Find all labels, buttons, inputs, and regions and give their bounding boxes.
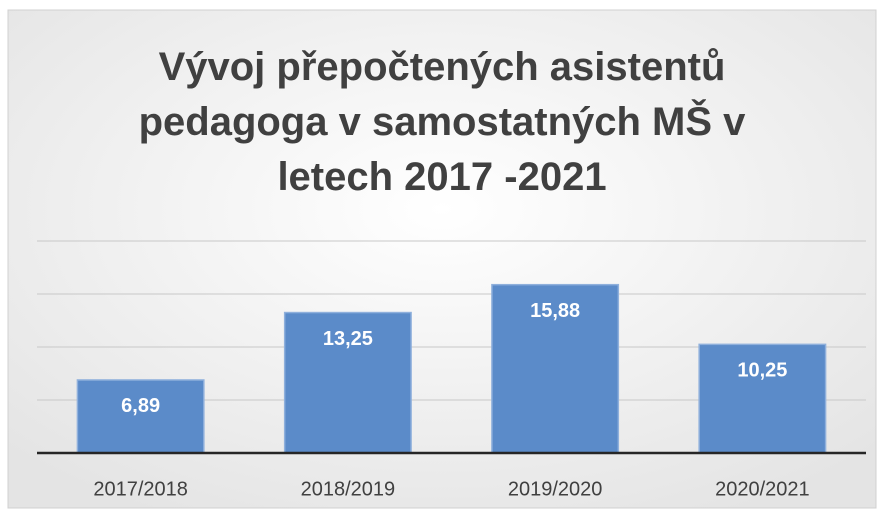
data-label: 6,89 — [121, 395, 160, 417]
x-tick-label: 2019/2020 — [508, 478, 603, 500]
x-tick-label: 2020/2021 — [715, 478, 810, 500]
data-label: 13,25 — [323, 328, 373, 350]
x-tick-label: 2018/2019 — [301, 478, 396, 500]
chart-title: Vývoj přepočtených asistentů pedagoga v … — [138, 45, 746, 199]
x-tick-label: 2017/2018 — [93, 478, 188, 500]
bar — [76, 379, 205, 454]
data-label: 10,25 — [737, 360, 787, 382]
bar — [698, 343, 827, 454]
data-label: 15,88 — [530, 300, 580, 322]
